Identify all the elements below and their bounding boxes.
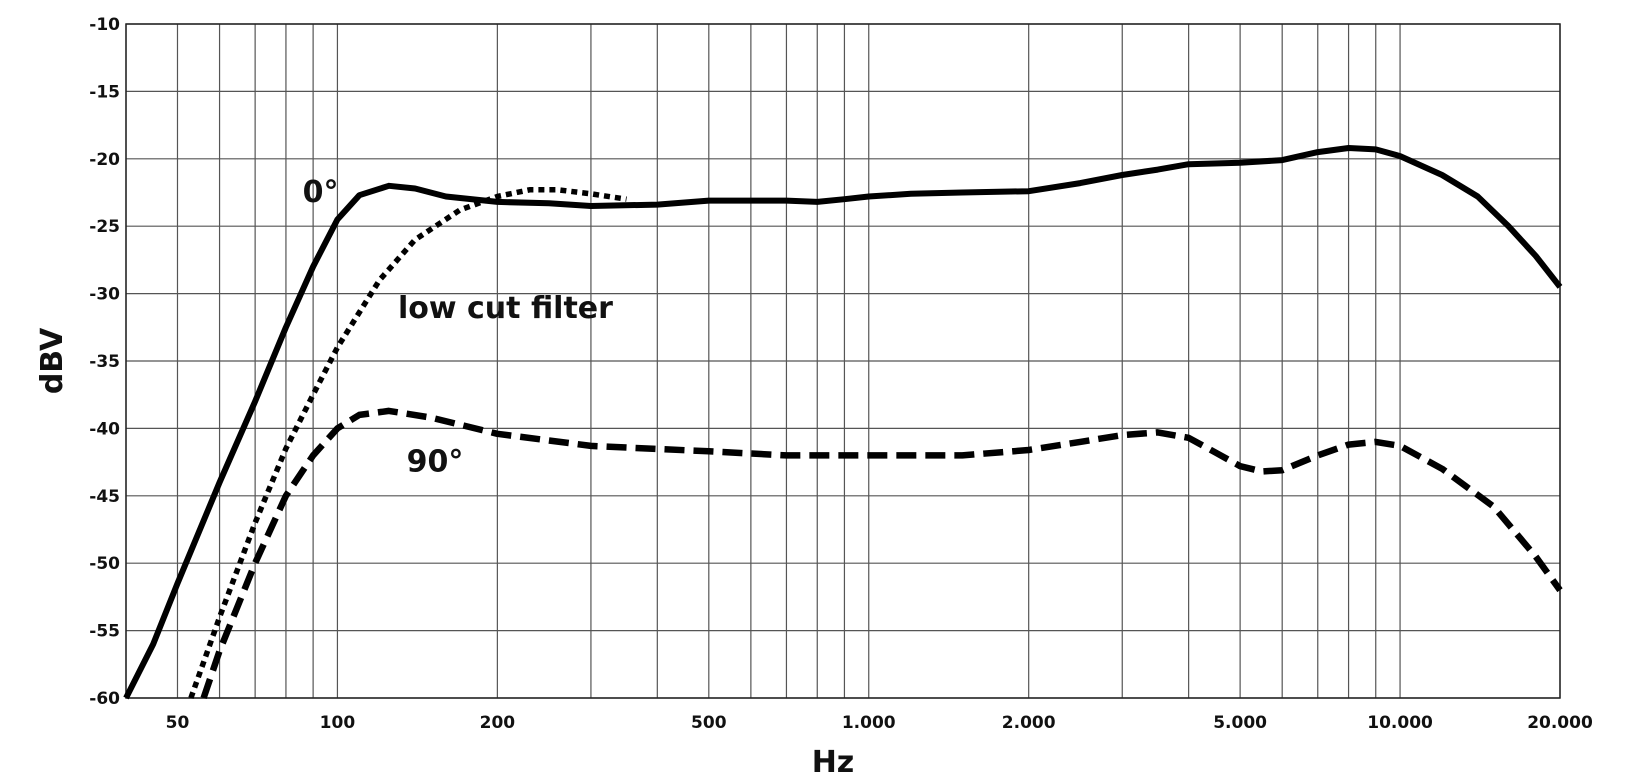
x-tick-label: 5.000 (1213, 713, 1267, 733)
grid (125, 23, 1561, 699)
plot-frame (125, 23, 1561, 699)
y-tick-label: -50 (89, 554, 120, 574)
x-tick-label: 1.000 (842, 713, 896, 733)
series-line-dotted (188, 187, 627, 699)
x-tick-label: 100 (320, 713, 356, 733)
series-line-solid (123, 145, 1563, 700)
y-tick-label: -60 (89, 689, 120, 709)
y-tick-label: -25 (89, 217, 120, 237)
curve-annotation: low cut filter (398, 291, 613, 326)
y-tick-label: -20 (89, 150, 120, 170)
x-axis-ticks: 50 100 200 500 1.000 2.000 5.000 10.000 20.000 (166, 713, 1593, 733)
x-tick-label: 20.000 (1527, 713, 1593, 733)
y-tick-label: -15 (89, 82, 120, 102)
y-tick-label: -10 (89, 15, 120, 35)
x-axis-label: Hz (812, 745, 855, 780)
x-tick-label: 200 (480, 713, 516, 733)
series-layer (123, 145, 1563, 700)
x-tick-label: 2.000 (1002, 713, 1056, 733)
x-tick-label: 10.000 (1367, 713, 1433, 733)
y-tick-label: -45 (89, 487, 120, 507)
curve-annotation: 90° (407, 445, 464, 480)
y-tick-label: -35 (89, 352, 120, 372)
y-tick-label: -40 (89, 419, 120, 439)
x-tick-label: 50 (166, 713, 190, 733)
y-tick-label: -30 (89, 285, 120, 305)
y-axis-ticks: -10 -15 -20 -25 -30 -35 -40 -45 -50 -55 -60 (89, 15, 120, 709)
y-tick-label: -55 (89, 622, 120, 642)
curve-annotation: 0° (303, 175, 339, 210)
x-tick-label: 500 (691, 713, 727, 733)
annotations: 0° low cut filter 90° (303, 175, 614, 480)
series-line-dashed (200, 407, 1563, 700)
y-axis-label: dBV (35, 327, 70, 394)
